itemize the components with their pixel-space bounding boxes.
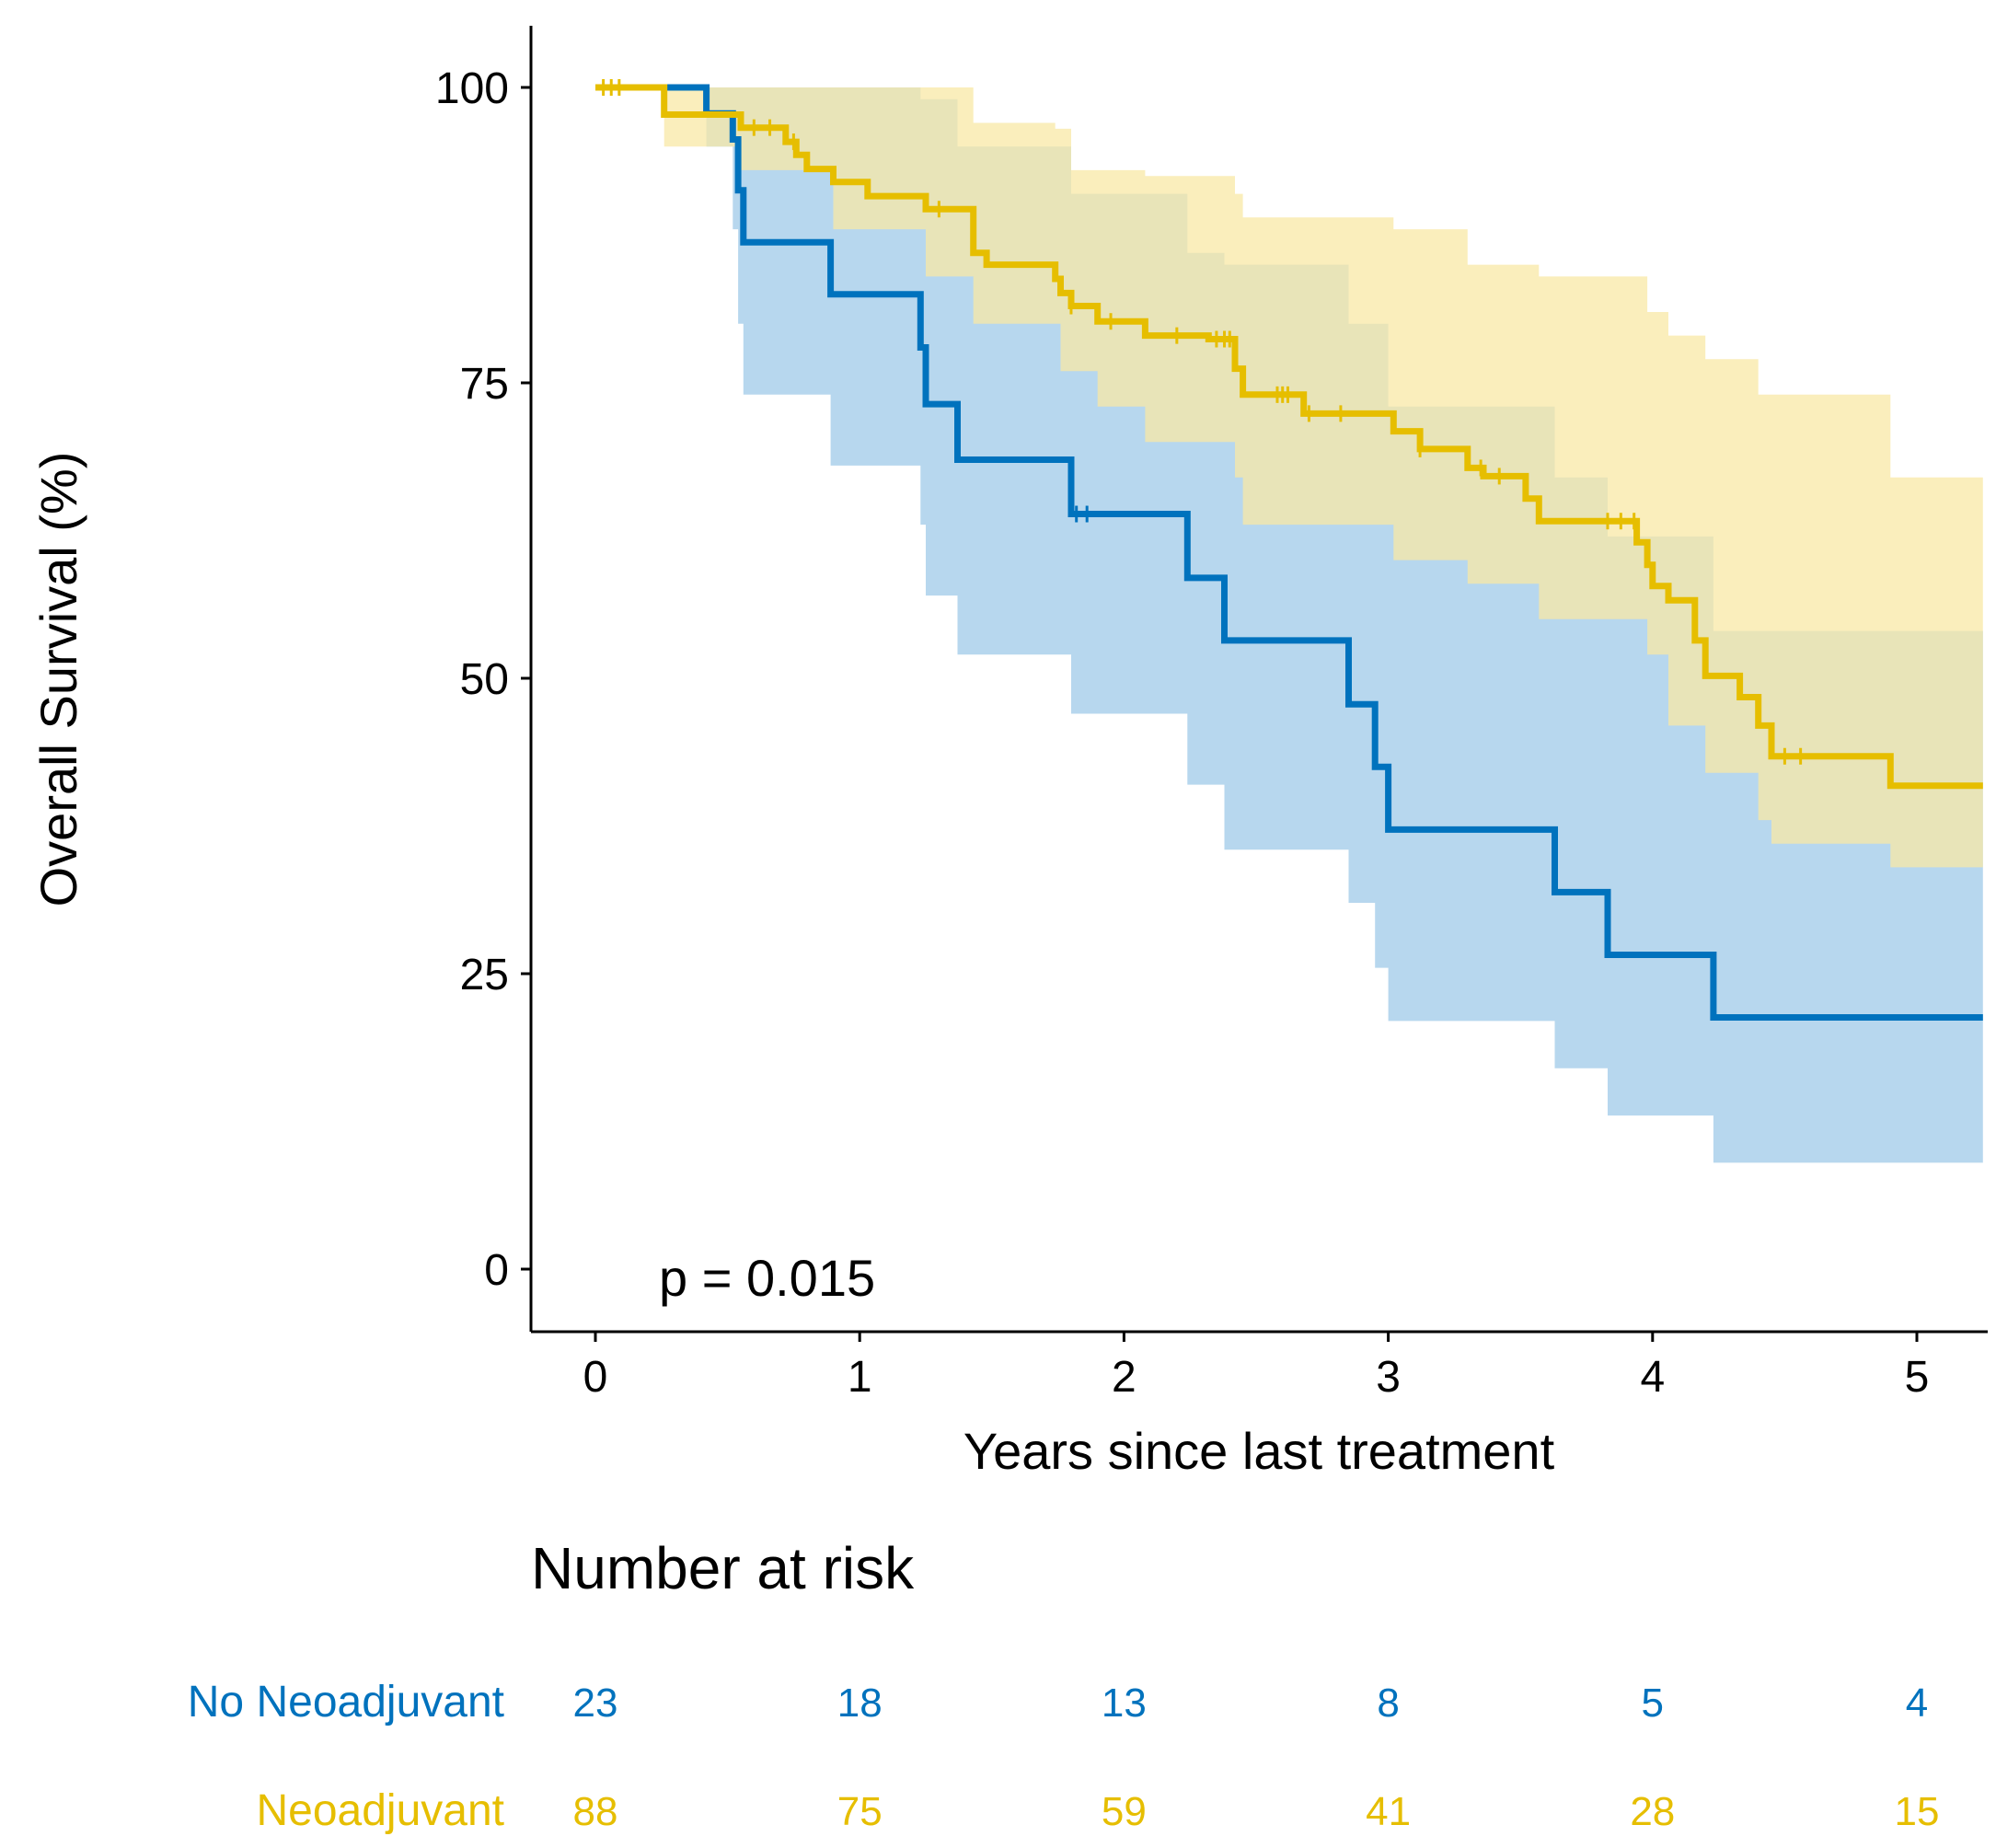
risk-value: 18 <box>837 1681 883 1726</box>
p-value-annotation: p = 0.015 <box>659 1249 875 1307</box>
survival-line-neoadjuvant <box>595 84 1983 790</box>
y-tick-label: 0 <box>484 1246 509 1295</box>
y-tick-label: 75 <box>460 360 509 409</box>
risk-value: 88 <box>573 1789 618 1834</box>
censor-marks <box>602 79 1803 765</box>
risk-row-label: No Neoadjuvant <box>188 1678 504 1727</box>
risk-value: 23 <box>573 1681 618 1726</box>
survival-line-no-neoadjuvant <box>595 84 1983 1021</box>
y-ticks: 0 25 50 75 100 <box>435 64 531 1295</box>
ci-band-no-neoadjuvant <box>595 87 1983 1163</box>
ci-band-neoadjuvant <box>595 87 1983 868</box>
y-tick-label: 100 <box>435 64 509 113</box>
y-tick-label: 25 <box>460 951 509 999</box>
risk-value: 13 <box>1102 1681 1147 1726</box>
confidence-bands <box>595 87 1983 1163</box>
y-axis-label: Overall Survival (%) <box>29 452 87 907</box>
risk-value: 5 <box>1642 1681 1664 1726</box>
risk-value: 15 <box>1895 1789 1940 1834</box>
risk-value: 59 <box>1102 1789 1147 1834</box>
risk-value: 75 <box>837 1789 883 1834</box>
y-tick-label: 50 <box>460 655 509 704</box>
x-axis-label: Years since last treatment <box>963 1422 1555 1480</box>
risk-table-title: Number at risk <box>531 1535 915 1601</box>
x-tick-label: 2 <box>1112 1353 1136 1402</box>
x-tick-label: 0 <box>583 1353 608 1402</box>
risk-table: No Neoadjuvant 23 18 13 8 5 4 Neoadjuvant 88 75 59… <box>188 1678 1940 1835</box>
x-tick-label: 1 <box>848 1353 872 1402</box>
x-tick-label: 4 <box>1640 1353 1665 1402</box>
x-ticks: 0 1 2 3 4 5 <box>583 1332 1930 1402</box>
risk-value: 8 <box>1377 1681 1399 1726</box>
risk-value: 41 <box>1366 1789 1411 1834</box>
x-tick-label: 3 <box>1376 1353 1401 1402</box>
risk-value: 4 <box>1906 1681 1928 1726</box>
risk-value: 28 <box>1630 1789 1675 1834</box>
x-tick-label: 5 <box>1905 1353 1930 1402</box>
survival-curves <box>595 84 1983 1021</box>
risk-row-label: Neoadjuvant <box>256 1786 504 1835</box>
